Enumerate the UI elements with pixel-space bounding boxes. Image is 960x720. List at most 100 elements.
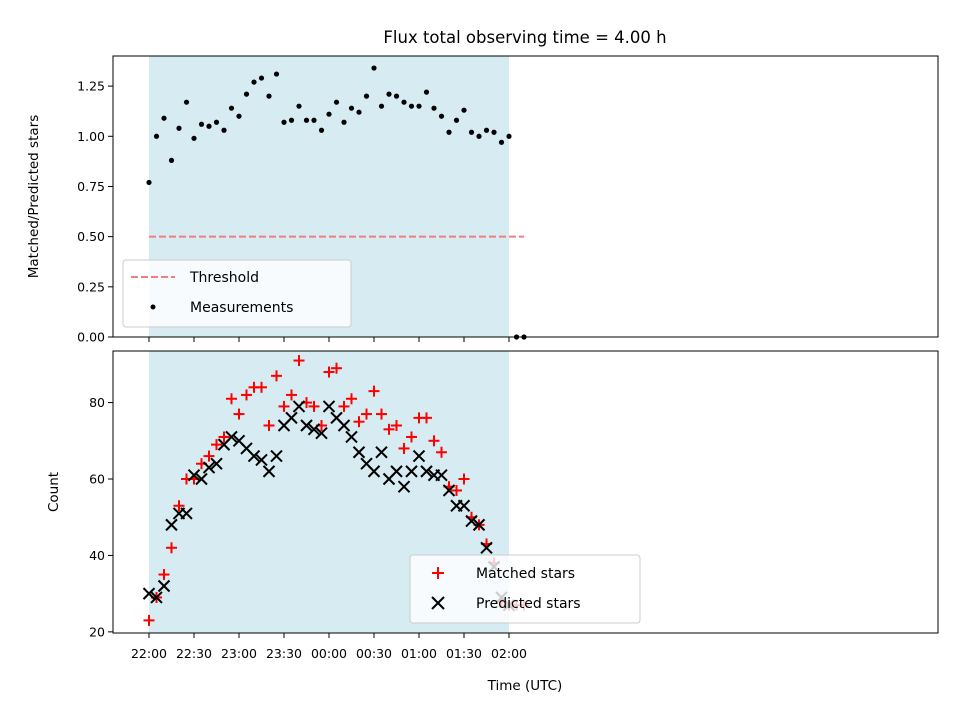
matched-star-point [428, 435, 440, 447]
matched-star-point [211, 439, 222, 451]
measurement-point [296, 103, 302, 109]
predicted-star-point [337, 419, 351, 432]
matched-star-point [203, 450, 215, 462]
legend-predicted-swatch [431, 596, 445, 610]
matched-star-point [376, 408, 387, 420]
top-y-tick-label: 1.00 [77, 129, 105, 144]
measurement-points [146, 65, 527, 340]
predicted-star-point [195, 472, 208, 486]
measurement-point [191, 135, 197, 141]
top-y-tick-label: 0.00 [77, 330, 105, 345]
measurement-point [468, 129, 475, 135]
measurement-point [281, 119, 287, 125]
matched-star-point [458, 473, 470, 485]
matched-star-point [383, 423, 395, 435]
top-y-axis-label: Matched/Predicted stars [26, 115, 42, 278]
predicted-star-point [202, 461, 216, 474]
predicted-star-point [142, 587, 156, 600]
measurement-point [311, 117, 317, 123]
measurement-point [386, 91, 392, 97]
measurement-point [228, 105, 235, 111]
top-y-tick-label: 0.25 [77, 279, 105, 294]
predicted-star-point [352, 446, 366, 459]
measurement-point [146, 179, 152, 186]
matched-star-point [226, 393, 237, 405]
top-y-tick-label: 1.25 [77, 79, 105, 94]
legend-measurements-label: Measurements [190, 300, 293, 316]
predicted-star-point [322, 400, 336, 413]
matched-star-point [286, 389, 297, 401]
matched-star-point [361, 408, 372, 420]
measurement-point [266, 93, 272, 99]
measurement-point [221, 127, 227, 133]
bottom-y-axis-label: Count [46, 472, 62, 512]
predicted-star-point [225, 430, 238, 444]
y-tick-label: 20 [89, 624, 105, 639]
predicted-star-point [262, 465, 276, 478]
legend-matched-swatch [432, 567, 444, 579]
measurement-point [453, 117, 460, 123]
top-panel: 0.00 0.25 0.50 0.75 1.00 1.25 Matched/Predict… [26, 55, 939, 345]
x-tick-label: 02:00 [491, 646, 527, 661]
measurement-point [401, 99, 407, 105]
measurement-point [243, 91, 250, 97]
measurement-point [206, 123, 212, 129]
measurement-point [483, 127, 490, 133]
top-legend: Threshold Measurements [122, 259, 352, 328]
matched-star-point [391, 420, 402, 432]
measurement-point [348, 105, 355, 111]
bottom-x-ticks: 22:00 22:30 23:00 23:30 00:00 00:30 01:00 01:30… [131, 633, 527, 661]
measurement-point [408, 103, 415, 109]
predicted-star-point [420, 465, 433, 478]
legend-threshold-label: Threshold [189, 270, 259, 286]
x-tick-label: 01:30 [446, 646, 482, 661]
x-tick-label: 23:30 [266, 646, 302, 661]
matched-star-point [263, 420, 275, 432]
measurement-point [153, 133, 160, 139]
measurement-point [461, 107, 467, 113]
measurement-point [183, 99, 190, 105]
matched-star-point [293, 355, 305, 367]
predicted-star-point [375, 446, 388, 459]
x-tick-label: 22:30 [176, 646, 212, 661]
measurement-point [446, 129, 452, 135]
matched-star-point [338, 400, 350, 412]
measurement-point [498, 139, 505, 145]
measurement-point [378, 103, 385, 109]
bottom-panel: 20 40 60 80 22:00 22:30 23:00 23:30 00:00 00:30 0… [46, 350, 939, 694]
matched-star-point [331, 362, 342, 374]
y-tick-label: 40 [89, 548, 105, 563]
top-y-tick-label: 0.50 [77, 229, 105, 244]
matched-star-point [143, 614, 155, 626]
predicted-star-point [345, 430, 358, 444]
measurement-point [431, 105, 437, 111]
predicted-star-point [150, 591, 163, 604]
measurement-point [236, 113, 242, 119]
predicted-star-point [255, 453, 268, 467]
measurement-point [176, 125, 182, 131]
matched-star-point [353, 416, 365, 428]
predicted-star-point [472, 518, 486, 532]
measurement-point [371, 65, 377, 71]
legend-matched-label: Matched stars [476, 566, 575, 582]
predicted-star-point [307, 423, 321, 436]
measurement-point [258, 75, 265, 81]
matched-star-point [398, 442, 410, 454]
x-tick-label: 01:00 [401, 646, 437, 661]
predicted-star-point [300, 419, 313, 432]
predicted-star-point [187, 468, 201, 482]
measurement-point [273, 71, 280, 77]
top-axes-frame [112, 55, 939, 338]
measurement-point [341, 119, 347, 125]
predicted-star-point [435, 468, 448, 482]
matched-star-point [451, 484, 462, 496]
measurement-point [326, 111, 332, 117]
matched-star-point [241, 389, 252, 401]
predicted-star-point [285, 411, 298, 425]
measurement-point [393, 93, 400, 99]
x-tick-label: 00:30 [356, 646, 392, 661]
measurement-point [438, 113, 445, 119]
measurement-point [213, 119, 220, 125]
matched-star-point [218, 431, 230, 443]
measurement-point [318, 127, 325, 133]
